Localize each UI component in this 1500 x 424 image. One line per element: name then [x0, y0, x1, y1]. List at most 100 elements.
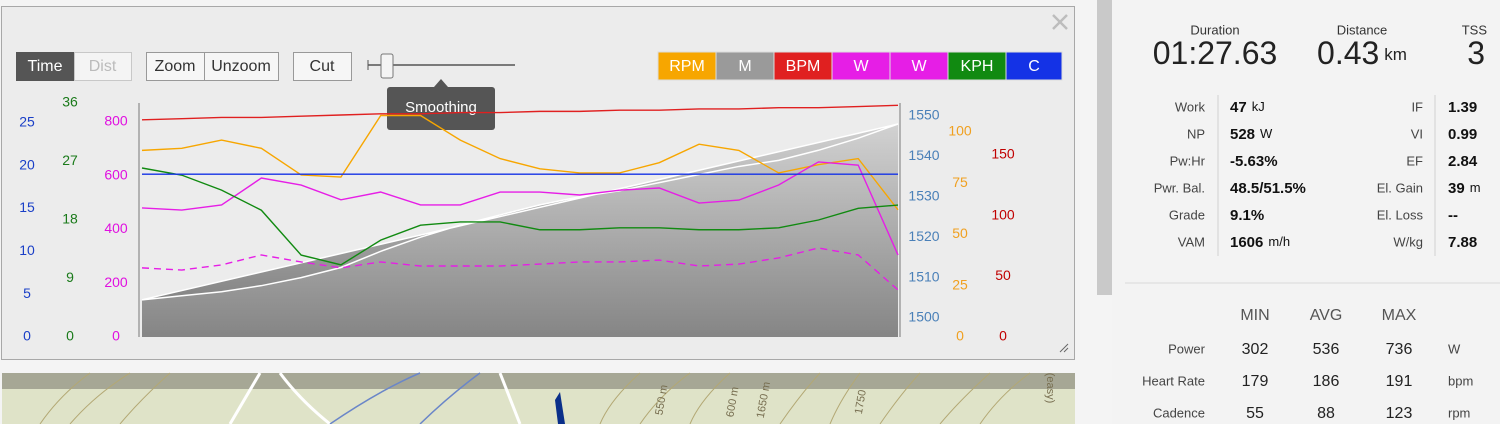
metric-number: 39 — [1448, 180, 1465, 197]
metric-value: 48.5/51.5% — [1230, 180, 1306, 197]
metric-label: Work — [1175, 99, 1206, 114]
legend-label: W — [911, 58, 927, 75]
legend-label: KPH — [961, 58, 994, 75]
line — [141, 104, 899, 121]
y-tick-label: 18 — [62, 211, 78, 227]
metric-unit: kJ — [1252, 99, 1265, 114]
metric-label: El. Gain — [1377, 180, 1423, 195]
toolbar-button[interactable] — [74, 52, 132, 81]
metric-unit: m/h — [1268, 234, 1290, 249]
metric-value: 0.99 — [1448, 126, 1477, 143]
metric-value: -- — [1448, 207, 1458, 224]
y-tick-label: 36 — [62, 94, 78, 110]
y-tick-label: 200 — [104, 274, 128, 290]
y-tick-label: 1530 — [908, 187, 939, 203]
y-tick-label: 50 — [995, 267, 1011, 283]
close-button[interactable] — [1052, 14, 1068, 30]
y-tick-label: 100 — [948, 123, 972, 139]
legend-button[interactable] — [947, 51, 1007, 81]
toolbar-button[interactable] — [293, 52, 352, 81]
y-tick-label: 5 — [23, 285, 31, 301]
y-tick-label: 27 — [62, 152, 78, 168]
y-tick-label: 0 — [999, 328, 1007, 344]
stats-value: 123 — [1386, 405, 1413, 422]
y-tick-label: 25 — [19, 113, 35, 129]
y-tick-label: 10 — [19, 242, 35, 258]
map-label: (easy) — [1044, 373, 1056, 404]
y-tick-label: 15 — [19, 199, 35, 215]
stats-value: 88 — [1317, 405, 1335, 422]
metric-value: 528 W — [1230, 126, 1273, 143]
metric-label: Grade — [1169, 207, 1205, 222]
legend-button[interactable] — [657, 51, 717, 81]
toolbar-button-label: Cut — [310, 58, 335, 75]
y-tick-label: 100 — [991, 206, 1015, 222]
stats-header: MAX — [1382, 307, 1417, 324]
y-tick-label: 1500 — [908, 309, 939, 325]
header-label: TSS — [1462, 22, 1488, 37]
header-value: 01:27.63 — [1153, 35, 1278, 71]
metric-value: 7.88 — [1448, 234, 1477, 251]
line — [141, 114, 899, 211]
stats-label: Heart Rate — [1142, 373, 1205, 388]
toolbar-button-label: Unzoom — [211, 58, 271, 75]
y-tick-label: 9 — [66, 269, 74, 285]
line — [141, 161, 899, 256]
y-tick-label: 0 — [112, 328, 120, 344]
area — [141, 123, 899, 301]
legend-label: C — [1028, 58, 1040, 75]
metric-value: 47 kJ — [1230, 99, 1265, 116]
stats-value: 736 — [1386, 341, 1413, 358]
stats-unit: rpm — [1448, 405, 1470, 420]
legend-label: BPM — [786, 58, 821, 75]
metric-value: 2.84 — [1448, 153, 1478, 170]
metric-number: 2.84 — [1448, 153, 1478, 170]
stats-header: AVG — [1310, 307, 1343, 324]
metric-value: 39 m — [1448, 180, 1481, 197]
legend-button[interactable] — [773, 51, 833, 81]
metric-number: 47 — [1230, 99, 1247, 116]
legend-label: M — [738, 58, 751, 75]
y-tick-label: 1510 — [908, 268, 939, 284]
legend-button[interactable] — [831, 51, 891, 81]
tooltip-text: Smoothing — [405, 99, 477, 116]
legend-label: RPM — [669, 58, 705, 75]
area-base — [142, 124, 898, 338]
y-tick-label: 0 — [23, 328, 31, 344]
metric-value: 1606 m/h — [1230, 234, 1290, 251]
y-tick-label: 400 — [104, 220, 128, 236]
stats-label: Cadence — [1153, 405, 1205, 420]
metric-number: 7.88 — [1448, 234, 1477, 251]
smoothing-slider[interactable] — [367, 53, 515, 79]
y-tick-label: 1540 — [908, 147, 939, 163]
y-tick-label: 75 — [952, 174, 968, 190]
metric-number: 9.1% — [1230, 207, 1264, 224]
metric-number: 1606 — [1230, 234, 1263, 251]
stats-value: 179 — [1242, 373, 1269, 390]
legend-label: W — [853, 58, 869, 75]
metric-unit: m — [1470, 180, 1481, 195]
scrollbar[interactable] — [1097, 0, 1112, 295]
metric-value: 9.1% — [1230, 207, 1264, 224]
metric-label: IF — [1411, 99, 1423, 114]
toolbar-button[interactable] — [204, 52, 279, 81]
metric-number: -- — [1448, 207, 1458, 224]
header-number: 0.43 — [1317, 35, 1379, 71]
y-tick-label: 25 — [952, 276, 968, 292]
y-tick-label: 800 — [104, 113, 128, 129]
y-tick-label: 0 — [956, 328, 964, 344]
metric-label: Pw:Hr — [1170, 153, 1206, 168]
stats-unit: bpm — [1448, 373, 1473, 388]
stats-unit: W — [1448, 341, 1461, 356]
y-tick-label: 600 — [104, 166, 128, 182]
metric-label: EF — [1406, 153, 1423, 168]
toolbar-button-label: Zoom — [155, 58, 196, 75]
toolbar-button-label: Dist — [89, 58, 117, 75]
resize-handle[interactable] — [1059, 343, 1069, 353]
stats-value: 55 — [1246, 405, 1264, 422]
legend-button[interactable] — [1005, 51, 1063, 81]
metric-value: 1.39 — [1448, 99, 1477, 116]
tooltip: Smoothing — [387, 79, 495, 130]
